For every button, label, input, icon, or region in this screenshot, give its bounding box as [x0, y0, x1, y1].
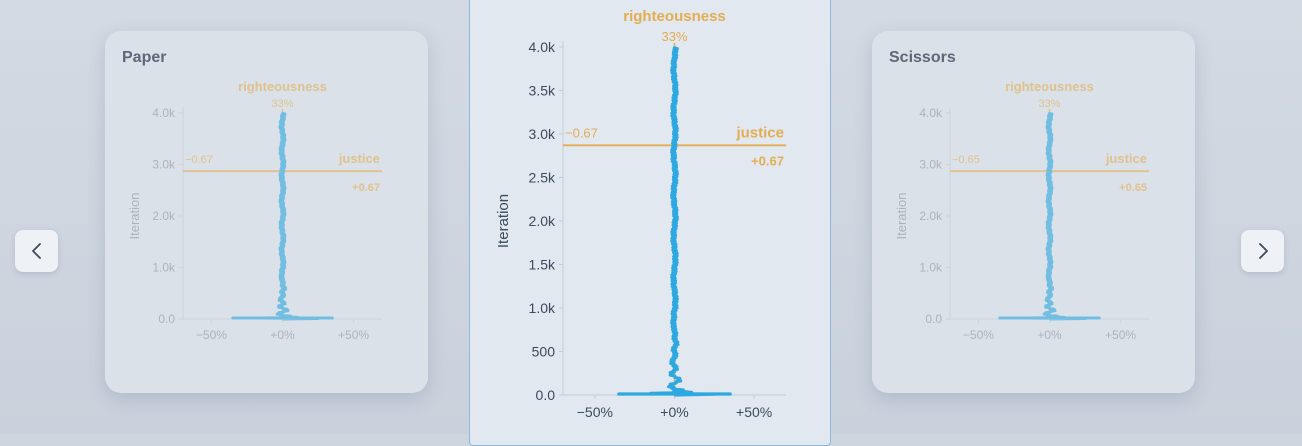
- x-tick-label: +50%: [1105, 328, 1136, 342]
- y-axis-label: Iteration: [894, 193, 909, 240]
- justice-right-label: +0.67: [352, 182, 380, 194]
- righteousness-value-label: 33%: [661, 29, 687, 44]
- justice-left-label: −0.67: [565, 125, 598, 140]
- y-tick-label: 0.0: [536, 387, 556, 403]
- chart-card-paper[interactable]: Paper 0.0 1.0k 2.0k 3.0k 4.0k −50% +0% +50% Iter…: [105, 31, 428, 393]
- y-tick-label: 1.5k: [529, 256, 556, 272]
- chart-card-center[interactable]: 0.0 500 1.0k 1.5k 2.0k 2.5k 3.0k 3.5k 4.0k −50% +0…: [469, 0, 831, 446]
- y-tick-label: 1.0k: [919, 261, 943, 275]
- justice-label: justice: [338, 151, 380, 166]
- y-tick-label: 4.0k: [529, 39, 556, 55]
- justice-label: justice: [1105, 151, 1147, 166]
- x-tick-label: −50%: [963, 328, 994, 342]
- x-tick-label: +0%: [1037, 328, 1062, 342]
- x-tick-label: +50%: [338, 328, 369, 342]
- y-tick-label: 2.5k: [529, 169, 556, 185]
- chart-group: 0.0 500 1.0k 1.5k 2.0k 2.5k 3.0k 3.5k 4.0k −50% +0…: [495, 8, 786, 420]
- justice-right-label: +0.67: [751, 153, 784, 168]
- prev-slide-button[interactable]: [15, 230, 58, 272]
- justice-right-label: +0.65: [1119, 182, 1147, 194]
- y-tick-label: 0.0: [158, 312, 175, 326]
- y-tick-label: 2.0k: [919, 209, 943, 223]
- y-axis-label: Iteration: [127, 193, 142, 240]
- justice-left-label: −0.67: [185, 154, 213, 166]
- series-line: [260, 111, 320, 321]
- y-tick-label: 2.0k: [529, 213, 556, 229]
- x-tick-label: +0%: [270, 328, 295, 342]
- y-tick-label: 4.0k: [152, 106, 176, 120]
- justice-label: justice: [735, 124, 784, 141]
- x-tick-label: −50%: [577, 404, 613, 420]
- next-slide-button[interactable]: [1241, 230, 1284, 272]
- y-tick-label: 3.5k: [529, 82, 556, 98]
- righteousness-label: righteousness: [238, 79, 327, 94]
- y-tick-label: 3.0k: [152, 158, 176, 172]
- righteousness-value-label: 33%: [271, 98, 293, 110]
- y-axis-label: Iteration: [495, 194, 512, 248]
- y-tick-label: 4.0k: [919, 106, 943, 120]
- chevron-left-icon: [31, 243, 41, 259]
- righteousness-label: righteousness: [1005, 79, 1094, 94]
- righteousness-value-label: 33%: [1038, 98, 1060, 110]
- chart-svg: 0.0 500 1.0k 1.5k 2.0k 2.5k 3.0k 3.5k 4.0k −50% +0…: [495, 8, 786, 420]
- chart-group: 0.0 1.0k 2.0k 3.0k 4.0k −50% +0% +50% Iteration r…: [894, 79, 1149, 342]
- y-tick-label: 0.0: [925, 312, 942, 326]
- y-tick-label: 1.0k: [152, 261, 176, 275]
- x-tick-label: +50%: [736, 404, 772, 420]
- x-tick-label: +0%: [660, 404, 688, 420]
- series-line: [1027, 111, 1087, 321]
- justice-left-label: −0.65: [952, 154, 980, 166]
- x-tick-label: −50%: [196, 328, 227, 342]
- y-tick-label: 3.0k: [529, 126, 556, 142]
- chart-svg: 0.0 1.0k 2.0k 3.0k 4.0k −50% +0% +50% Iteration r…: [894, 79, 1149, 342]
- y-tick-label: 2.0k: [152, 209, 176, 223]
- chevron-right-icon: [1258, 243, 1268, 259]
- card-title: Scissors: [889, 49, 956, 66]
- y-tick-label: 500: [532, 343, 556, 359]
- y-tick-label: 1.0k: [529, 300, 556, 316]
- y-tick-label: 3.0k: [919, 158, 943, 172]
- chart-svg: 0.0 1.0k 2.0k 3.0k 4.0k −50% +0% +50% Iteration r…: [127, 79, 382, 342]
- chart-card-scissors[interactable]: Scissors 0.0 1.0k 2.0k 3.0k 4.0k −50% +0% +50% I…: [872, 31, 1195, 393]
- series-line: [649, 46, 717, 397]
- card-title: Paper: [122, 49, 167, 66]
- chart-group: 0.0 1.0k 2.0k 3.0k 4.0k −50% +0% +50% Iteration r…: [127, 79, 382, 342]
- righteousness-label: righteousness: [623, 8, 726, 25]
